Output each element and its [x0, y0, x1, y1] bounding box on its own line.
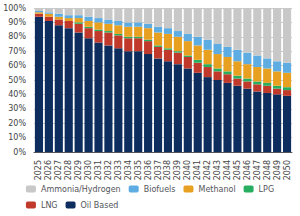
- svg-text:2048: 2048: [263, 160, 272, 180]
- svg-text:30%: 30%: [8, 104, 26, 113]
- svg-text:2029: 2029: [74, 160, 83, 180]
- svg-text:2031: 2031: [94, 160, 103, 180]
- svg-text:LNG: LNG: [41, 201, 58, 210]
- svg-text:40%: 40%: [8, 90, 26, 99]
- svg-text:Ammonia/Hydrogen: Ammonia/Hydrogen: [41, 185, 121, 194]
- svg-text:2049: 2049: [273, 160, 282, 180]
- svg-text:2038: 2038: [163, 160, 172, 180]
- svg-text:2042: 2042: [203, 160, 212, 180]
- svg-text:2036: 2036: [144, 160, 153, 180]
- svg-text:2047: 2047: [253, 160, 262, 180]
- svg-text:70%: 70%: [8, 47, 26, 56]
- svg-text:LPG: LPG: [259, 185, 274, 194]
- svg-text:2043: 2043: [213, 160, 222, 180]
- svg-text:2034: 2034: [124, 160, 133, 180]
- svg-text:2030: 2030: [84, 160, 93, 180]
- svg-text:2040: 2040: [183, 160, 192, 180]
- svg-text:60%: 60%: [8, 61, 26, 70]
- svg-text:50%: 50%: [8, 76, 26, 85]
- svg-text:20%: 20%: [8, 119, 26, 128]
- svg-text:10%: 10%: [8, 133, 26, 142]
- svg-text:2033: 2033: [114, 160, 123, 180]
- svg-text:2026: 2026: [44, 160, 53, 180]
- svg-text:Methanol: Methanol: [198, 185, 235, 194]
- svg-text:2028: 2028: [64, 160, 73, 180]
- svg-text:2045: 2045: [233, 160, 242, 180]
- svg-text:0%: 0%: [13, 148, 26, 157]
- svg-text:100%: 100%: [3, 4, 26, 13]
- svg-text:2032: 2032: [104, 160, 113, 180]
- svg-text:2046: 2046: [243, 160, 252, 180]
- svg-text:2035: 2035: [134, 160, 143, 180]
- svg-text:2027: 2027: [54, 160, 63, 180]
- svg-text:2039: 2039: [173, 160, 182, 180]
- svg-text:2041: 2041: [193, 160, 202, 180]
- svg-text:80%: 80%: [8, 32, 26, 41]
- svg-text:2044: 2044: [223, 160, 232, 180]
- svg-text:2037: 2037: [154, 160, 163, 180]
- svg-text:Oil Based: Oil Based: [81, 201, 119, 210]
- svg-text:90%: 90%: [8, 18, 26, 27]
- svg-text:2050: 2050: [283, 160, 292, 180]
- svg-text:Biofuels: Biofuels: [144, 185, 176, 194]
- svg-text:2025: 2025: [34, 160, 43, 180]
